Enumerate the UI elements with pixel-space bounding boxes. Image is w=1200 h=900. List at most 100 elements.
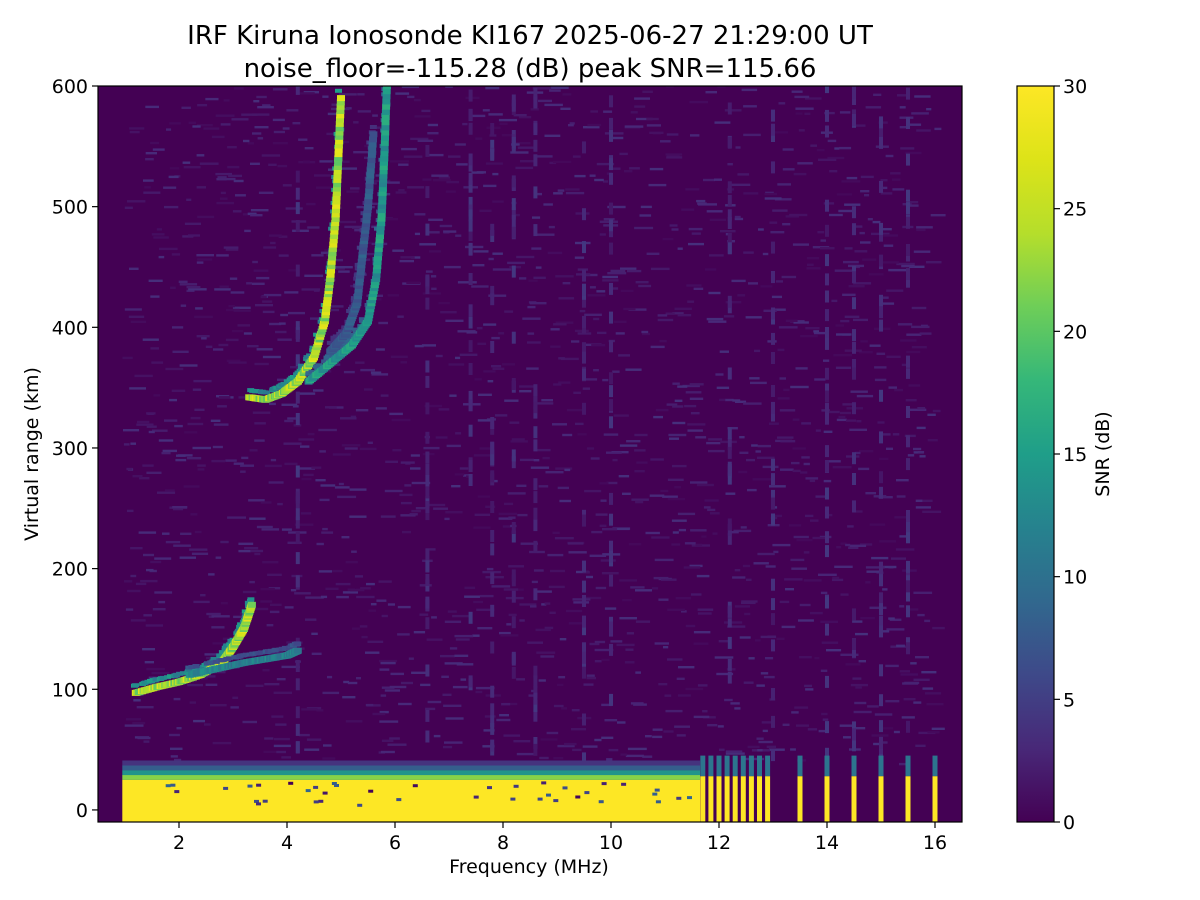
interference-cell — [906, 87, 910, 100]
noise-cell — [703, 506, 711, 509]
interference-cell — [771, 123, 775, 136]
noise-cell — [896, 495, 906, 498]
echo-trace-cell — [368, 141, 377, 148]
interference-cell — [295, 532, 300, 545]
noise-cell — [777, 436, 794, 439]
noise-cell — [547, 553, 564, 557]
noise-cell — [908, 384, 921, 387]
echo-trace-cell — [293, 647, 302, 654]
x-axis-label: Frequency (MHz) — [449, 856, 609, 878]
echo-trace-cell — [328, 245, 337, 252]
noise-cell — [233, 462, 244, 465]
noise-cell — [413, 98, 421, 102]
noise-cell — [512, 213, 520, 217]
noise-cell — [693, 715, 710, 719]
noise-cell — [306, 202, 316, 206]
noise-cell — [829, 213, 843, 217]
noise-cell — [146, 667, 165, 671]
interference-cell — [825, 747, 829, 760]
noise-cell — [197, 464, 206, 467]
noise-cell — [342, 591, 358, 594]
echo-trace-cell — [333, 164, 342, 170]
clutter-edge — [122, 770, 701, 776]
noise-cell — [253, 100, 260, 103]
noise-cell — [601, 572, 619, 575]
noise-cell — [792, 243, 809, 246]
noise-cell — [414, 232, 420, 236]
noise-cell — [652, 728, 663, 731]
interference-cell — [771, 688, 775, 700]
noise-cell — [674, 725, 690, 728]
noise-cell — [125, 608, 134, 611]
noise-cell — [879, 565, 897, 569]
echo-halo-cell — [263, 390, 270, 395]
noise-cell — [712, 532, 718, 535]
noise-cell — [781, 275, 797, 279]
noise-cell — [838, 209, 854, 213]
echo-trace-cell — [360, 234, 369, 241]
noise-cell — [739, 451, 749, 454]
echo-trace-cell — [380, 145, 389, 152]
noise-cell — [431, 616, 437, 619]
noise-cell — [886, 628, 905, 631]
noise-cell — [180, 304, 187, 307]
noise-cell — [438, 408, 450, 411]
noise-cell — [835, 324, 844, 327]
noise-cell — [648, 183, 667, 187]
interference-cell — [852, 402, 856, 415]
interference-cell — [511, 378, 516, 390]
interference-cell — [609, 492, 613, 505]
noise-cell — [258, 191, 274, 194]
clutter-edge — [122, 765, 701, 771]
noise-cell — [687, 300, 695, 303]
interference-cell — [609, 372, 613, 385]
noise-cell — [899, 605, 905, 608]
noise-cell — [546, 731, 559, 735]
noise-cell — [602, 279, 619, 282]
noise-cell — [270, 458, 277, 462]
interference-cell — [727, 136, 732, 149]
echo-halo-cell — [188, 665, 196, 669]
noise-cell — [174, 758, 182, 762]
noise-cell — [227, 165, 240, 169]
noise-cell — [499, 714, 509, 717]
noise-cell — [415, 507, 428, 510]
noise-cell — [443, 265, 461, 269]
noise-cell — [260, 295, 267, 299]
noise-cell — [539, 756, 549, 760]
noise-cell — [618, 354, 630, 357]
noise-cell — [610, 640, 623, 643]
noise-cell — [622, 492, 631, 495]
noise-cell — [649, 494, 665, 497]
noise-cell — [482, 109, 490, 112]
noise-cell — [574, 174, 586, 178]
interference-cell — [609, 219, 613, 232]
noise-cell — [839, 411, 852, 415]
noise-cell — [915, 499, 923, 502]
noise-cell — [668, 433, 687, 437]
noise-cell — [545, 471, 564, 474]
noise-cell — [672, 312, 684, 315]
echo-halo-cell — [321, 359, 329, 364]
noise-cell — [701, 535, 707, 538]
noise-cell — [538, 485, 549, 488]
noise-cell — [672, 464, 687, 468]
echo-trace-cell — [361, 227, 370, 234]
noise-cell — [501, 134, 516, 137]
interference-cell — [468, 229, 473, 241]
noise-cell — [899, 106, 906, 109]
noise-cell — [608, 748, 619, 752]
noise-cell — [139, 477, 150, 480]
noise-cell — [241, 456, 249, 460]
noise-cell — [890, 172, 901, 175]
noise-cell — [361, 635, 368, 639]
noise-cell — [780, 440, 796, 443]
noise-cell — [834, 269, 853, 272]
noise-cell — [634, 226, 654, 230]
echo-halo-cell — [207, 660, 215, 665]
noise-cell — [515, 142, 531, 145]
interference-cell — [490, 417, 495, 429]
interference-cell — [879, 603, 883, 616]
noise-cell — [197, 215, 215, 219]
echo-halo-cell — [196, 666, 203, 671]
